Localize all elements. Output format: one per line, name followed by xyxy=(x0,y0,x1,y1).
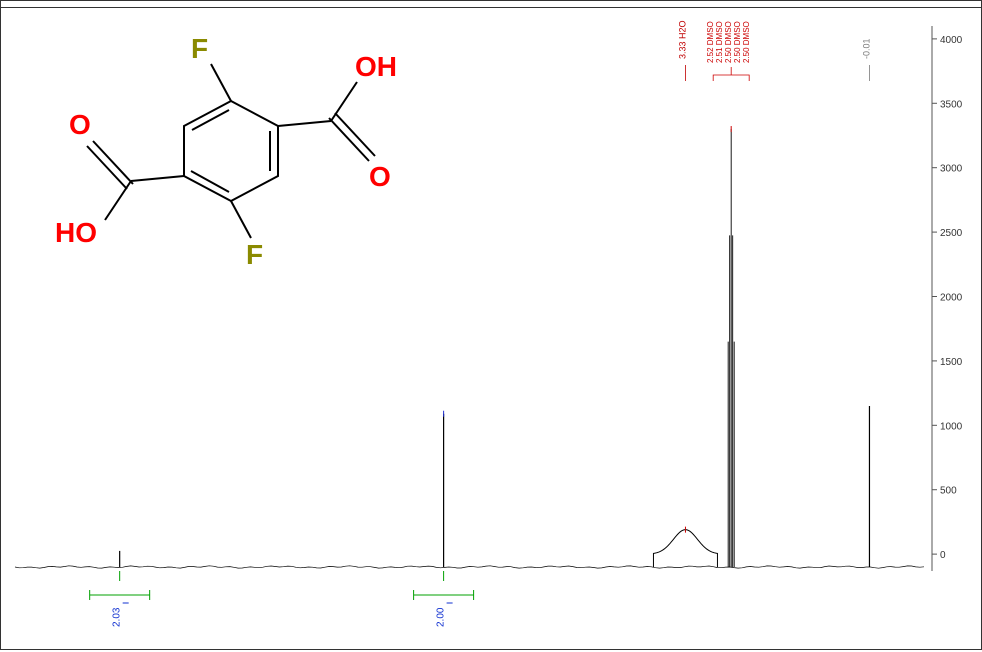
bond-F-top xyxy=(211,64,231,101)
molecule-svg: F F O OH O xyxy=(41,16,421,276)
cooh-right: O OH xyxy=(278,51,397,192)
peak-label: 2.50 DMSO xyxy=(742,21,751,63)
yaxis-tick-label: 2000 xyxy=(940,293,963,304)
yaxis-tick-label: 1500 xyxy=(940,357,963,368)
yaxis-tick-label: 3000 xyxy=(940,164,963,175)
benzene-ring xyxy=(184,101,278,201)
atom-F1: F xyxy=(191,33,208,64)
atom-O-left: O xyxy=(69,109,91,140)
peak-label: 2.51 DMSO xyxy=(715,21,724,63)
yaxis-tick-label: 500 xyxy=(940,486,957,497)
integral-value: 2.00 xyxy=(436,607,447,627)
yaxis-tick-label: 2500 xyxy=(940,228,963,239)
figure-frame: 0 500 1000 1500 2000 2500 3000 3500 4000 -0.01 2.5… xyxy=(0,0,982,650)
bond-F-bot xyxy=(231,201,251,238)
top-rule xyxy=(1,1,981,8)
atom-F2: F xyxy=(246,239,263,270)
peak-label: 2.50 DMSO xyxy=(733,21,742,63)
peak-label: -0.01 xyxy=(861,38,871,59)
baseline-trace xyxy=(15,566,924,568)
peak-label: 2.52 DMSO xyxy=(706,21,715,63)
atom-OH-left: HO xyxy=(55,217,97,248)
yaxis-tick-label: 1000 xyxy=(940,421,963,432)
cooh-left: O HO xyxy=(55,109,184,248)
peak-label: 3.33 H2O xyxy=(677,20,687,59)
integral-value: 2.03 xyxy=(112,607,123,627)
yaxis-tick-label: 0 xyxy=(940,550,946,561)
peak-label: 2.50 DMSO xyxy=(724,21,733,63)
peak-broad xyxy=(653,530,717,567)
atom-OH-right: OH xyxy=(355,51,397,82)
yaxis-tick-label: 4000 xyxy=(940,35,963,46)
molecule-structure: F F O OH O xyxy=(41,16,421,276)
atom-O-right: O xyxy=(369,161,391,192)
yaxis-tick-label: 3500 xyxy=(940,99,963,110)
